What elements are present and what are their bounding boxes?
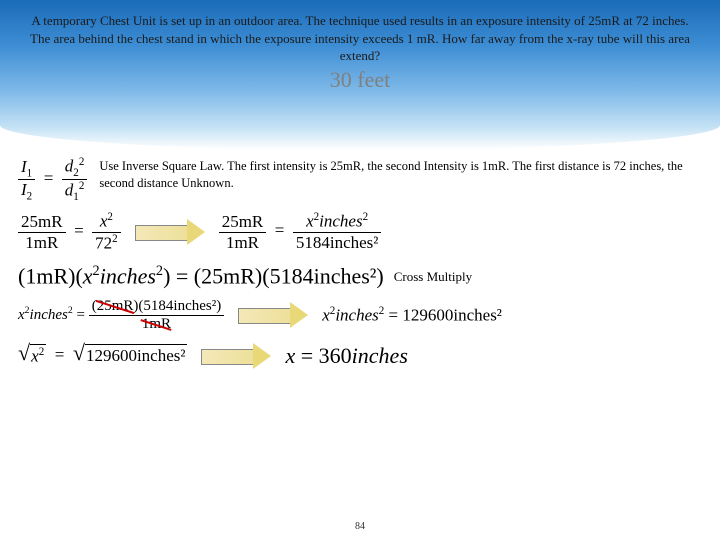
cross-multiply-label: Cross Multiply [394,269,472,285]
final-answer-eq: x = 360inches [285,343,407,369]
explain-row: I1 I2 = d22 d12 Use Inverse Square Law. … [18,156,702,203]
cross-multiply-eq: (1mR)(x2inches2) = (25mR)(5184inches²) [18,263,384,289]
substitution-row: 25mR 1mR = x2 722 25mR 1mR = x2inches2 5… [18,211,702,253]
inverse-square-formula: I1 I2 = d22 d12 [18,156,87,203]
arrow-icon [135,221,205,243]
arrow-icon [201,345,271,367]
final-row: √x2 = √129600inches² x = 360inches [18,343,702,369]
answer-text: 30 feet [28,67,692,93]
solve-row: x2inches2 = (25mR)(5184inches²) 1mR x2in… [18,298,702,333]
solve-left: x2inches2 = (25mR)(5184inches²) 1mR [18,298,224,333]
explanation-text: Use Inverse Square Law. The first intens… [99,156,702,192]
header-banner: A temporary Chest Unit is set up in an o… [0,0,720,150]
cross-multiply-row: (1mR)(x2inches2) = (25mR)(5184inches²) C… [18,263,702,289]
solve-right: x2inches2 = 129600inches² [322,305,502,326]
sqrt-eq: √x2 = √129600inches² [18,344,187,367]
page-number: 84 [355,521,365,532]
eq2: 25mR 1mR = x2inches2 5184inches² [219,211,382,253]
content-area: I1 I2 = d22 d12 Use Inverse Square Law. … [0,150,720,381]
problem-statement: A temporary Chest Unit is set up in an o… [28,12,692,65]
eq1: 25mR 1mR = x2 722 [18,211,121,253]
arrow-icon [238,304,308,326]
